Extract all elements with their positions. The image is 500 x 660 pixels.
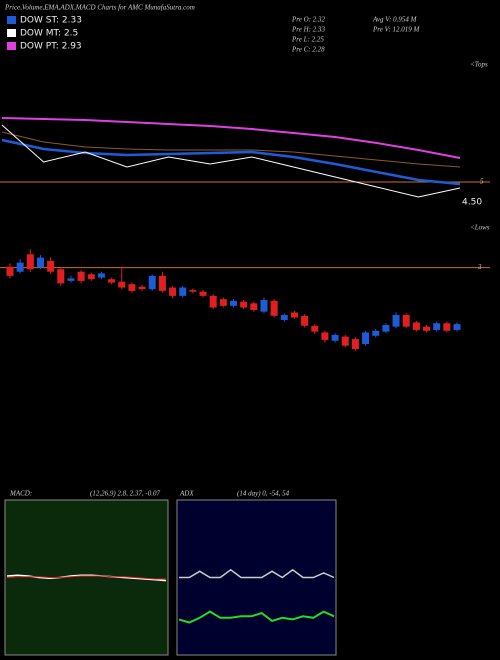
candle-body [372, 330, 380, 336]
candle-body [169, 287, 177, 296]
candle-body [97, 273, 105, 278]
stat: Pre H: 2.33 [291, 26, 325, 34]
candle-body [6, 266, 14, 276]
candle-body [270, 300, 278, 316]
panel-title: MACD: [9, 490, 32, 498]
candle-body [301, 315, 309, 326]
candle-body [392, 314, 400, 327]
panel-subtitle: (12,26,9) 2.8, 2.37, -0.07 [90, 490, 160, 498]
legend-label: DOW MT: 2.5 [20, 29, 78, 39]
stat: Pre L: 2.25 [291, 36, 324, 44]
candle-body [158, 275, 166, 291]
candle-body [199, 291, 207, 296]
panel [4, 499, 169, 656]
series-line [178, 610, 335, 624]
candle-body [412, 322, 420, 330]
candle-body [290, 312, 298, 318]
volume-stat: Pre V: 12.019 M [372, 26, 420, 34]
candle-body [362, 332, 370, 345]
candle-body [341, 336, 349, 346]
y-tick-label: 5 [480, 178, 484, 186]
annotation: <Tops [470, 61, 488, 69]
volume-stat: Avg V: 0.954 M [372, 16, 418, 24]
annotation: 4.50 [462, 198, 482, 208]
candle-body [67, 278, 75, 281]
candle-body [382, 324, 390, 332]
candle-body [433, 323, 441, 330]
candle-body [209, 295, 217, 308]
candle-body [311, 325, 319, 332]
candle-body [128, 284, 136, 291]
candle-body [26, 254, 34, 270]
page-title: Price,Volume,EMA,ADX,MACD Charts for AMC… [4, 4, 195, 12]
y-tick-label: 3 [477, 263, 482, 271]
candle-body [260, 300, 268, 312]
series-line [1, 124, 461, 198]
candle-body [138, 286, 146, 290]
annotation: <Lows [470, 224, 490, 232]
candle-body [230, 300, 237, 306]
candle-body [179, 287, 187, 296]
candle-body [453, 324, 461, 330]
candle-body [443, 323, 451, 331]
series-line [179, 568, 335, 579]
candle-body [423, 326, 431, 331]
panel-subtitle: (14 day) 0, -54, 54 [237, 490, 290, 498]
stat: Pre O: 2.32 [291, 16, 325, 24]
candle-body [321, 332, 329, 340]
legend-label: DOW PT: 2.93 [20, 42, 82, 52]
candle-body [219, 299, 227, 306]
candle-body [36, 257, 44, 268]
candle-body [57, 269, 65, 284]
candle-body [189, 290, 197, 292]
candle-body [47, 260, 55, 272]
candle-body [280, 314, 288, 320]
series-line [1, 131, 461, 168]
legend-swatch [7, 16, 16, 24]
candle-body [16, 262, 24, 272]
candle-body [77, 271, 85, 281]
candle-body [402, 314, 410, 327]
candle-body [87, 274, 95, 280]
candle-body [118, 281, 126, 288]
candle-body [240, 301, 248, 308]
series-line [1, 138, 461, 186]
candle-body [148, 275, 156, 290]
candle-body [250, 303, 258, 310]
series-line [1, 117, 461, 159]
panel-title: ADX [179, 490, 194, 498]
candle-body [351, 339, 359, 350]
legend-label: DOW ST: 2.33 [20, 16, 82, 26]
legend-swatch [7, 42, 16, 50]
series-line [6, 575, 166, 580]
stat: Pre C: 2.28 [291, 46, 325, 54]
legend-swatch [7, 29, 16, 37]
candle-body [331, 334, 339, 341]
candle-body [108, 279, 116, 283]
